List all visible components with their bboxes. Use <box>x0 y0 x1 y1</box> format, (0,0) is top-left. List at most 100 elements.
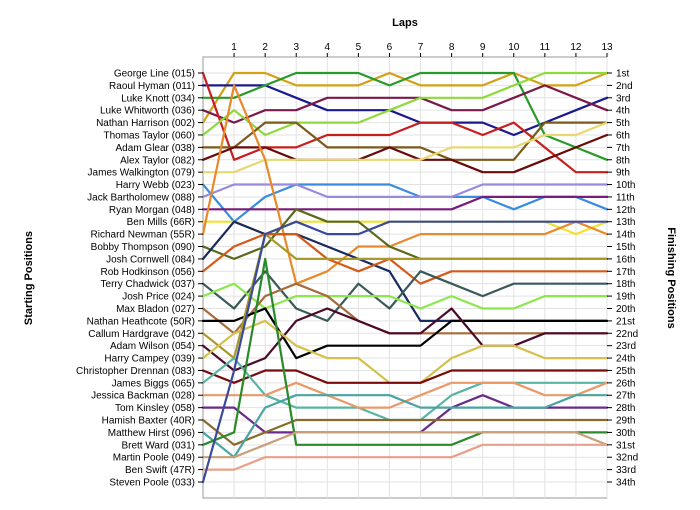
finishing-label: 11th <box>616 192 635 203</box>
starting-label: Rob Hodkinson (056) <box>101 267 196 278</box>
finishing-positions-label: Finishing Positions <box>665 227 677 328</box>
series-line-3 <box>201 71 609 161</box>
starting-label: Jack Bartholomew (088) <box>87 192 195 203</box>
x-tick-label: 1 <box>231 42 237 53</box>
starting-label: Max Bladon (027) <box>116 304 195 315</box>
finishing-label: 9th <box>616 168 630 179</box>
finishing-label: 19th <box>616 292 635 303</box>
series-line-30 <box>201 394 609 459</box>
finishing-label: 27th <box>616 391 635 402</box>
x-ticks: 1 2 3 4 5 6 7 8 9 10 11 12 13 <box>231 42 613 57</box>
series-line-7 <box>201 121 609 161</box>
starting-label: Harry Webb (023) <box>116 180 195 191</box>
starting-label: Luke Knott (034) <box>121 93 195 104</box>
finishing-label: 32nd <box>616 453 638 464</box>
finishing-label: 34th <box>616 478 635 489</box>
finishing-label: 22nd <box>616 329 638 340</box>
starting-label: Tom Kinsley (058) <box>115 403 195 414</box>
finishing-labels: 1st2nd3rd4th5th6th7th8th9th10th11th12th1… <box>607 69 638 489</box>
finishing-label: 28th <box>616 403 635 414</box>
finishing-label: 20th <box>616 304 635 315</box>
series-line-33 <box>201 443 609 471</box>
x-tick-label: 6 <box>387 42 393 53</box>
finishing-label: 4th <box>616 106 630 117</box>
starting-label: George Line (015) <box>114 69 195 80</box>
finishing-label: 3rd <box>616 93 630 104</box>
series-line-9 <box>201 121 609 174</box>
finishing-label: 1st <box>616 69 630 80</box>
starting-label: Martin Poole (049) <box>113 453 195 464</box>
starting-label: Josh Price (024) <box>122 292 195 303</box>
finishing-label: 6th <box>616 130 630 141</box>
finishing-label: 16th <box>616 254 635 265</box>
starting-label: Nathan Heathcote (50R) <box>87 316 195 327</box>
x-tick-label: 11 <box>540 42 551 53</box>
series-line-12 <box>201 195 609 211</box>
series-line-29 <box>201 418 609 446</box>
series-line-32 <box>201 431 609 459</box>
series-line-21 <box>201 307 609 360</box>
x-tick-label: 5 <box>356 42 362 53</box>
series-line-18 <box>201 270 609 322</box>
x-tick-label: 9 <box>480 42 486 53</box>
finishing-label: 5th <box>616 118 630 129</box>
finishing-label: 29th <box>616 416 635 427</box>
finishing-label: 18th <box>616 279 635 290</box>
starting-label: Brett Ward (031) <box>121 440 195 451</box>
finishing-label: 15th <box>616 242 635 253</box>
x-tick-label: 2 <box>262 42 268 53</box>
x-tick-label: 3 <box>293 42 299 53</box>
series-line-6 <box>201 71 609 137</box>
finishing-label: 30th <box>616 428 635 439</box>
x-tick-label: 4 <box>325 42 331 53</box>
finishing-label: 23rd <box>616 341 636 352</box>
finishing-label: 2nd <box>616 81 633 92</box>
series-line-8 <box>201 133 609 174</box>
finishing-label: 31st <box>616 440 635 451</box>
finishing-label: 7th <box>616 143 630 154</box>
series-line-25 <box>201 369 609 384</box>
starting-label: Terry Chadwick (037) <box>101 279 195 290</box>
finishing-label: 17th <box>616 267 635 278</box>
starting-label: Steven Poole (033) <box>109 478 195 489</box>
x-tick-label: 8 <box>449 42 455 53</box>
series-line-17 <box>201 233 609 285</box>
series-line-24 <box>201 319 609 384</box>
starting-label: Nathan Harrison (002) <box>96 118 195 129</box>
starting-label: James Biggs (065) <box>112 378 195 389</box>
finishing-label: 12th <box>616 205 635 216</box>
series-line-10 <box>201 183 609 223</box>
starting-label: Richard Newman (55R) <box>91 230 195 241</box>
starting-positions-label: Starting Positions <box>23 231 35 325</box>
series-line-13 <box>201 220 609 236</box>
starting-label: Matthew Hirst (096) <box>108 428 195 439</box>
finishing-label: 33rd <box>616 465 636 476</box>
series-line-19 <box>201 282 609 310</box>
series-line-22 <box>201 233 609 360</box>
x-tick-label: 10 <box>508 42 520 53</box>
finishing-label: 25th <box>616 366 635 377</box>
finishing-label: 21st <box>616 316 635 327</box>
finishing-label: 13th <box>616 217 635 228</box>
starting-label: Josh Cornwell (084) <box>106 254 195 265</box>
series-line-34 <box>201 220 609 484</box>
x-tick-label: 7 <box>418 42 424 53</box>
starting-label: Ben Mills (66R) <box>127 217 195 228</box>
finishing-label: 10th <box>616 180 635 191</box>
finishing-label: 8th <box>616 155 630 166</box>
starting-label: Adam Wilson (054) <box>110 341 195 352</box>
starting-label: Hamish Baxter (40R) <box>102 416 195 427</box>
starting-label: Callum Hardgrave (042) <box>88 329 195 340</box>
starting-label: Jessica Backman (028) <box>91 391 195 402</box>
starting-label: Harry Campey (039) <box>104 354 195 365</box>
series-line-23 <box>201 307 609 372</box>
finishing-label: 14th <box>616 230 635 241</box>
starting-label: Adam Glear (038) <box>116 143 195 154</box>
series-line-4 <box>201 84 609 124</box>
finishing-label: 24th <box>616 354 635 365</box>
starting-label: Ryan Morgan (048) <box>109 205 195 216</box>
starting-labels: George Line (015)Raoul Hyman (011)Luke K… <box>76 69 203 489</box>
starting-label: Luke Whitworth (036) <box>100 106 195 117</box>
x-tick-label: 12 <box>570 42 582 53</box>
